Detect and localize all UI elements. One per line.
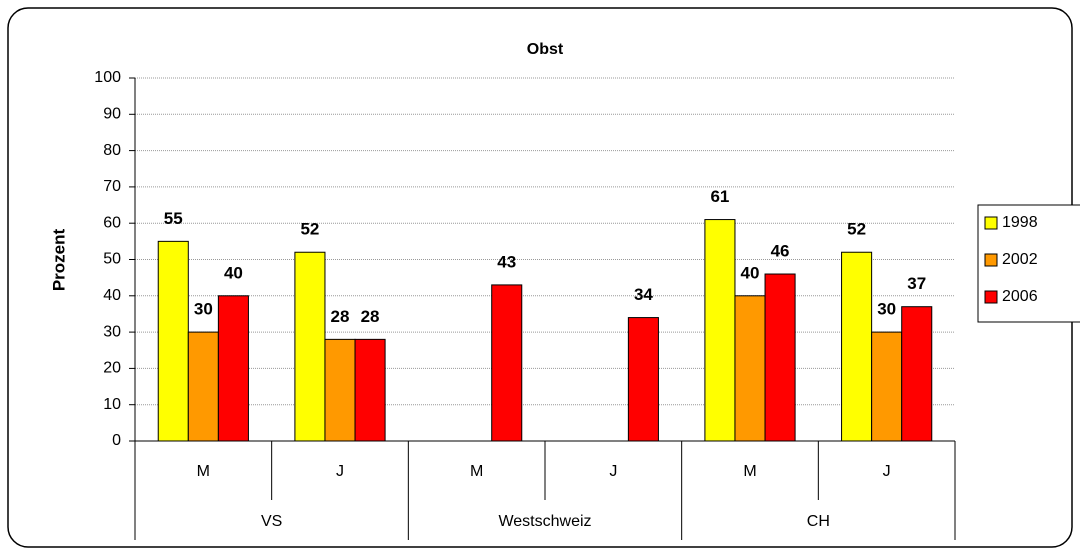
bar	[841, 251, 873, 442]
bar	[901, 306, 933, 442]
data-label: 28	[331, 307, 350, 326]
group-label: VS	[261, 513, 282, 530]
data-label: 40	[741, 263, 760, 282]
y-tick-label: 50	[103, 251, 121, 268]
data-label: 37	[907, 274, 926, 293]
bar	[704, 219, 736, 442]
bar	[157, 240, 189, 442]
data-label: 30	[194, 300, 213, 319]
bar	[187, 331, 219, 442]
data-label: 55	[164, 209, 183, 228]
y-tick-label: 10	[103, 396, 121, 413]
legend-swatch	[984, 216, 998, 230]
y-tick-label: 0	[112, 432, 121, 449]
group-label: CH	[807, 513, 830, 530]
data-label: 61	[710, 187, 729, 206]
group-label: Westschweiz	[498, 513, 591, 530]
bar	[217, 295, 249, 442]
legend-swatch	[984, 253, 998, 267]
data-label: 34	[634, 285, 653, 304]
data-label: 52	[847, 220, 866, 239]
legend-label: 2002	[1002, 251, 1038, 268]
bar	[764, 273, 796, 442]
chart-title: Obst	[527, 41, 564, 58]
y-tick-label: 20	[103, 360, 121, 377]
bar	[491, 284, 523, 442]
bar	[627, 317, 659, 442]
y-tick-label: 30	[103, 323, 121, 340]
y-tick-label: 40	[103, 287, 121, 304]
data-label: 28	[361, 307, 380, 326]
y-tick-label: 80	[103, 142, 121, 159]
y-tick-label: 90	[103, 106, 121, 123]
data-label: 43	[497, 252, 516, 271]
x-tick-label: J	[883, 463, 891, 480]
x-tick-label: J	[609, 463, 617, 480]
y-axis-label: Prozent	[49, 228, 68, 291]
bar	[354, 338, 386, 442]
data-label: 46	[771, 242, 790, 261]
y-tick-label: 100	[94, 69, 121, 86]
bar	[734, 295, 766, 442]
legend-label: 2006	[1002, 288, 1038, 305]
x-tick-label: M	[743, 463, 756, 480]
x-tick-label: M	[470, 463, 483, 480]
legend-swatch	[984, 290, 998, 304]
data-label: 30	[877, 300, 896, 319]
data-label: 52	[300, 220, 319, 239]
y-tick-label: 70	[103, 178, 121, 195]
bar	[871, 331, 903, 442]
bar	[324, 338, 356, 442]
x-tick-label: J	[336, 463, 344, 480]
y-tick-label: 60	[103, 214, 121, 231]
legend-label: 1998	[1002, 214, 1038, 231]
bar	[294, 251, 326, 442]
x-tick-label: M	[197, 463, 210, 480]
data-label: 40	[224, 263, 243, 282]
